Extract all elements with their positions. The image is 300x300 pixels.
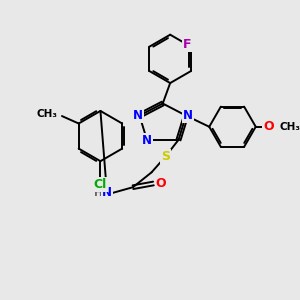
Text: CH₃: CH₃ <box>36 109 57 119</box>
Text: N: N <box>142 134 152 147</box>
Text: CH₃: CH₃ <box>280 122 300 132</box>
Text: O: O <box>156 177 166 190</box>
Text: S: S <box>161 150 170 163</box>
Text: Cl: Cl <box>94 178 107 191</box>
Text: O: O <box>263 120 274 133</box>
Text: F: F <box>183 38 192 51</box>
Text: N: N <box>102 186 112 199</box>
Text: N: N <box>183 109 193 122</box>
Text: H: H <box>94 188 103 198</box>
Text: N: N <box>133 109 142 122</box>
